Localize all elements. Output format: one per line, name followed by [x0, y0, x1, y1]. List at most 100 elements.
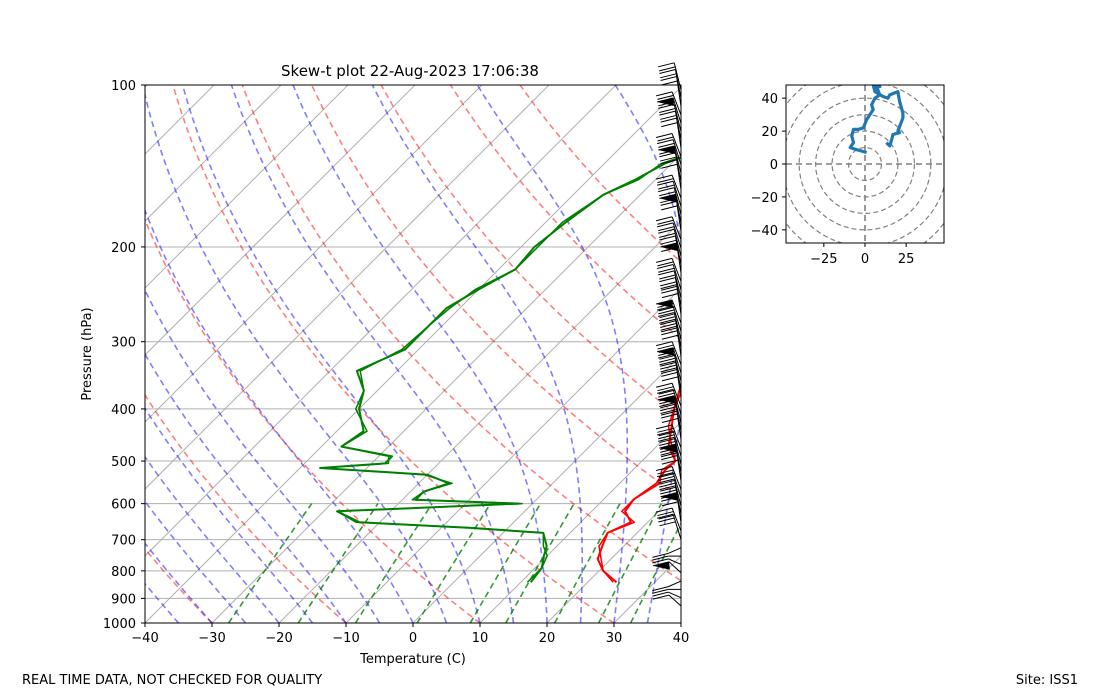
- footer-site: Site: ISS1: [1015, 673, 1078, 688]
- barb-staff: [671, 383, 682, 407]
- barb-flag: [660, 320, 677, 326]
- barb-flag: [656, 388, 674, 394]
- barb-flag: [660, 200, 677, 206]
- barb-staff: [668, 580, 682, 588]
- barb-staff: [668, 594, 682, 607]
- barb-pennant: [657, 98, 675, 107]
- temperature-line-trace: [598, 390, 681, 583]
- barb-flag: [660, 114, 677, 120]
- barb-flag: [657, 178, 674, 184]
- barb-flag: [655, 174, 673, 180]
- wind-barb: [656, 97, 682, 124]
- isotherm-line: [546, 488, 681, 623]
- barb-staff: [671, 91, 682, 116]
- skew-t-y-label: Pressure (hPa): [80, 307, 95, 400]
- moist-adiabat: [145, 542, 213, 623]
- wind-barb: [658, 228, 682, 257]
- barb-flag: [659, 357, 676, 363]
- barb-flag: [652, 555, 669, 561]
- barb-staff: [672, 430, 682, 457]
- wind-barb: [659, 485, 682, 515]
- barb-staff: [672, 305, 682, 332]
- barb-flag: [660, 285, 678, 291]
- barb-staff: [668, 547, 682, 554]
- barb-flag: [660, 239, 677, 245]
- wind-barbs: [652, 62, 682, 607]
- wind-barb: [659, 277, 682, 307]
- barb-flag: [658, 472, 675, 478]
- isotherm-line: [479, 421, 681, 623]
- wind-barb: [655, 216, 682, 240]
- wind-barb: [652, 555, 681, 561]
- moist-adiabat: [145, 288, 381, 623]
- barb-flag: [659, 66, 676, 72]
- wind-barb: [658, 353, 682, 382]
- barb-flag: [659, 274, 676, 280]
- isotherm-line: [0, 85, 13, 623]
- barb-flag: [658, 312, 675, 318]
- wind-barb: [652, 588, 681, 594]
- dry-adiabat: [519, 85, 681, 264]
- moist-adiabat: [614, 85, 681, 623]
- barb-flag: [655, 133, 673, 138]
- barb-staff: [672, 514, 682, 540]
- dry-adiabat: [145, 218, 481, 623]
- dry-adiabat: [449, 85, 681, 341]
- barb-flag: [659, 316, 676, 322]
- barb-staff: [672, 139, 682, 166]
- barb-flag: [661, 455, 678, 461]
- wind-barb: [652, 594, 682, 607]
- barb-flag: [658, 392, 675, 398]
- barb-flag: [660, 489, 677, 495]
- wind-barb: [655, 341, 682, 365]
- barb-flag: [661, 376, 679, 382]
- isotherm-line: [145, 86, 681, 623]
- barb-flag: [657, 219, 674, 225]
- barb-pennant: [660, 243, 678, 252]
- barb-flag: [659, 485, 676, 491]
- barb-flag: [661, 80, 678, 86]
- isotherm-line: [145, 85, 416, 356]
- barb-staff: [671, 133, 682, 157]
- barb-flag: [657, 136, 674, 142]
- isotherm-line: [145, 85, 349, 289]
- barb-flag: [659, 110, 676, 116]
- barb-flag: [655, 216, 673, 222]
- hodograph-y-tick-label: −20: [751, 191, 778, 206]
- wind-barb: [656, 264, 682, 290]
- wind-barb: [655, 299, 682, 324]
- barb-flag: [659, 440, 676, 446]
- y-tick-label: 100: [111, 79, 136, 94]
- barb-flag: [658, 142, 675, 148]
- barb-flag: [659, 277, 676, 283]
- dry-adiabat: [172, 85, 615, 623]
- barb-flag: [661, 205, 678, 211]
- x-tick-label: 0: [409, 631, 417, 646]
- barb-flag: [660, 403, 677, 409]
- barb-flag: [656, 264, 674, 269]
- barb-flag: [660, 327, 678, 333]
- barb-flag: [655, 465, 673, 471]
- barb-pennant: [659, 194, 677, 203]
- barb-flag: [661, 293, 679, 299]
- y-tick-label: 400: [111, 403, 136, 418]
- barb-flag: [657, 511, 674, 517]
- barb-flag: [661, 163, 678, 169]
- hodograph-x-tick-label: 25: [898, 252, 915, 267]
- barb-flag: [658, 226, 675, 232]
- dewpoint-line: [319, 156, 681, 583]
- dry-adiabat: [241, 85, 681, 582]
- hodograph: −25 0 25 40 20 0 −20 −40: [751, 84, 945, 267]
- barb-staff: [671, 507, 682, 532]
- wind-barb: [658, 270, 682, 299]
- mixing-ratio-line: [469, 503, 542, 623]
- moist-adiabat: [145, 455, 280, 623]
- barb-flag: [661, 459, 679, 465]
- barb-flag: [660, 73, 677, 79]
- dry-adiabat: [310, 85, 681, 499]
- barb-flag: [655, 91, 673, 97]
- dry-adiabat: [380, 85, 681, 419]
- barb-flag: [659, 318, 676, 324]
- barb-flag: [656, 139, 674, 145]
- y-tick-label: 800: [111, 565, 136, 580]
